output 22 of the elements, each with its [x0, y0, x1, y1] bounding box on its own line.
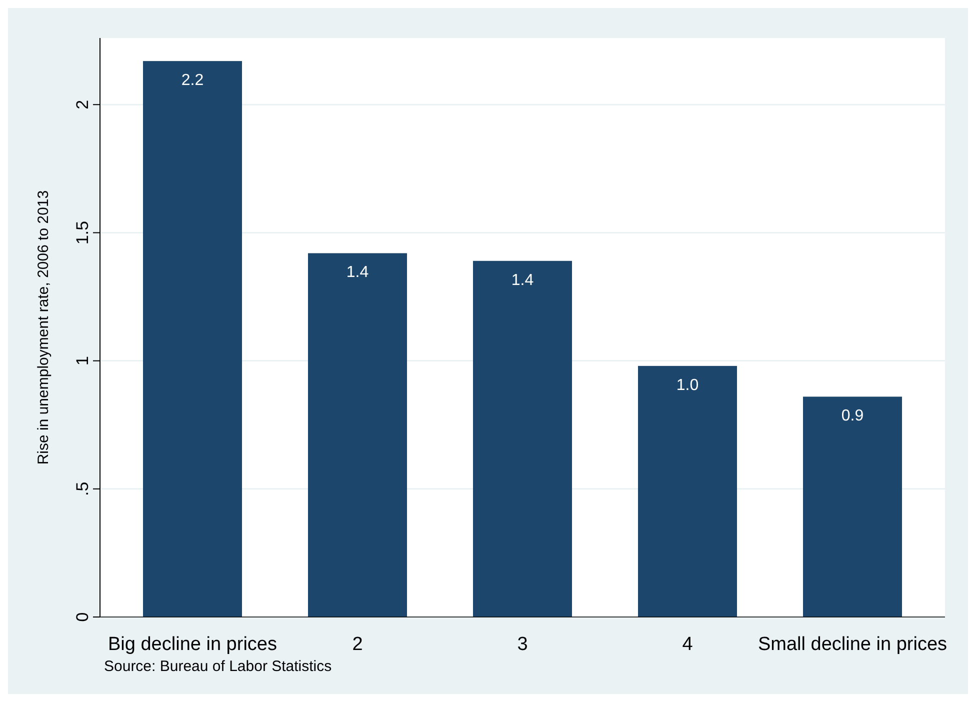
bar	[473, 260, 572, 617]
x-tick-label: 2	[352, 634, 363, 655]
data-label: 2.2	[181, 72, 204, 90]
data-label: 1.4	[511, 272, 534, 289]
data-label: 1.4	[346, 264, 369, 282]
source-note: Source: Bureau of Labor Statistics	[104, 658, 332, 675]
x-tick-label: Big decline in prices	[108, 634, 277, 655]
bar	[308, 253, 407, 617]
y-tick-label: 1	[73, 356, 92, 366]
bar	[143, 61, 242, 617]
bar	[638, 366, 737, 617]
data-label: 0.9	[841, 408, 864, 425]
y-tick-label: .5	[73, 482, 92, 496]
x-tick-label: 3	[517, 634, 528, 655]
y-axis-title: Rise in unemployment rate, 2006 to 2013	[35, 190, 52, 465]
x-tick-label: Small decline in prices	[758, 634, 948, 655]
y-tick-label: 1.5	[73, 220, 92, 245]
y-tick-label: 0	[73, 612, 92, 622]
data-label: 1.0	[676, 376, 699, 394]
x-tick-label: 4	[682, 634, 694, 655]
y-tick-label: 2	[73, 100, 92, 110]
bar	[803, 396, 902, 617]
